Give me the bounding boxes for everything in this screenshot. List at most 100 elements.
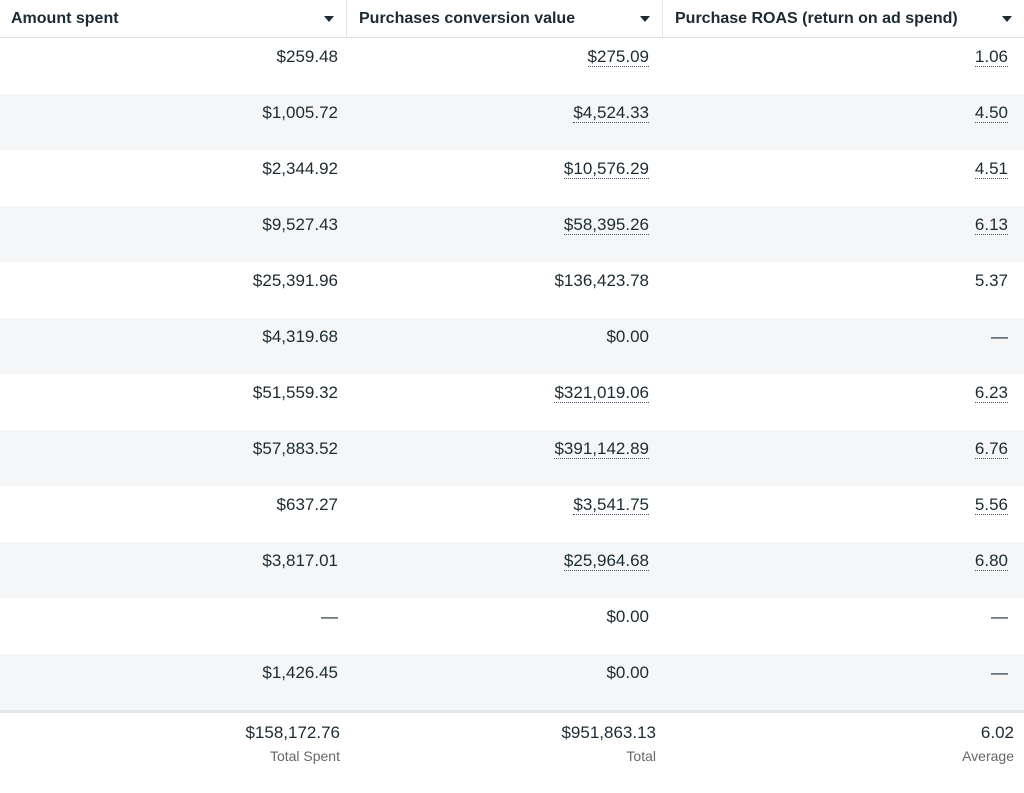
cell-amount-spent: $4,319.68 <box>0 318 347 374</box>
cell-amount-spent: $1,005.72 <box>0 94 347 150</box>
table-footer-summary: $158,172.76 Total Spent $951,863.13 Tota… <box>0 710 1024 793</box>
cell-conversion-value-text: $136,423.78 <box>554 271 649 290</box>
cell-roas-text: — <box>991 663 1008 682</box>
cell-roas: 4.50 <box>663 94 1024 150</box>
cell-roas-text[interactable]: 4.50 <box>974 103 1008 123</box>
column-header-label: Purchase ROAS (return on ad spend) <box>675 9 958 27</box>
summary-conversion-value: $951,863.13 Total <box>347 713 663 793</box>
cell-amount-spent-text: $637.27 <box>276 495 338 514</box>
cell-conversion-value-text: $0.00 <box>606 327 649 346</box>
cell-amount-spent-text: $25,391.96 <box>252 271 338 290</box>
column-header-label: Amount spent <box>11 9 119 27</box>
cell-roas: 6.80 <box>663 542 1024 598</box>
cell-conversion-value-text[interactable]: $3,541.75 <box>573 495 649 515</box>
cell-amount-spent: — <box>0 598 347 654</box>
cell-amount-spent-text: $57,883.52 <box>252 439 338 458</box>
cell-roas: 6.13 <box>663 206 1024 262</box>
cell-conversion-value: $0.00 <box>347 598 663 654</box>
cell-conversion-value: $321,019.06 <box>347 374 663 430</box>
cell-roas-text: — <box>991 607 1008 626</box>
cell-amount-spent: $2,344.92 <box>0 150 347 206</box>
cell-conversion-value: $58,395.26 <box>347 206 663 262</box>
cell-amount-spent-text: $9,527.43 <box>262 215 338 234</box>
cell-conversion-value: $0.00 <box>347 318 663 374</box>
table-row: $1,426.45 $0.00 — <box>0 654 1024 710</box>
cell-conversion-value-text[interactable]: $10,576.29 <box>563 159 649 179</box>
cell-amount-spent-text: $4,319.68 <box>262 327 338 346</box>
cell-conversion-value-text: $0.00 <box>606 663 649 682</box>
cell-roas: 1.06 <box>663 38 1024 94</box>
cell-roas-text[interactable]: 1.06 <box>974 47 1008 67</box>
cell-conversion-value-text[interactable]: $25,964.68 <box>563 551 649 571</box>
cell-conversion-value: $275.09 <box>347 38 663 94</box>
cell-roas-text[interactable]: 6.80 <box>974 551 1008 571</box>
caret-down-icon[interactable] <box>1002 15 1012 22</box>
cell-amount-spent: $637.27 <box>0 486 347 542</box>
cell-roas: — <box>663 598 1024 654</box>
cell-amount-spent-text: — <box>321 607 338 626</box>
cell-amount-spent: $259.48 <box>0 38 347 94</box>
summary-value: $951,863.13 <box>561 723 656 742</box>
cell-roas: 6.76 <box>663 430 1024 486</box>
cell-roas: — <box>663 318 1024 374</box>
cell-roas-text[interactable]: 6.13 <box>974 215 1008 235</box>
cell-amount-spent-text: $2,344.92 <box>262 159 338 178</box>
summary-value: 6.02 <box>980 723 1014 742</box>
summary-label: Total Spent <box>269 748 340 764</box>
cell-conversion-value-text[interactable]: $391,142.89 <box>554 439 649 459</box>
table-body: $259.48 $275.09 1.06 $1,005.72 $4,524.33 4.50… <box>0 38 1024 710</box>
column-header-purchases-conversion-value[interactable]: Purchases conversion value <box>347 0 663 37</box>
cell-conversion-value: $3,541.75 <box>347 486 663 542</box>
cell-amount-spent-text: $1,426.45 <box>262 663 338 682</box>
cell-conversion-value-text[interactable]: $58,395.26 <box>563 215 649 235</box>
summary-value: $158,172.76 <box>245 723 340 742</box>
cell-amount-spent: $57,883.52 <box>0 430 347 486</box>
table-row: $3,817.01 $25,964.68 6.80 <box>0 542 1024 598</box>
cell-amount-spent-text: $3,817.01 <box>262 551 338 570</box>
table-row: $4,319.68 $0.00 — <box>0 318 1024 374</box>
cell-conversion-value-text[interactable]: $321,019.06 <box>554 383 649 403</box>
table-row: — $0.00 — <box>0 598 1024 654</box>
cell-roas: 6.23 <box>663 374 1024 430</box>
table-row: $2,344.92 $10,576.29 4.51 <box>0 150 1024 206</box>
table-row: $57,883.52 $391,142.89 6.76 <box>0 430 1024 486</box>
cell-roas: 4.51 <box>663 150 1024 206</box>
cell-conversion-value-text: $0.00 <box>606 607 649 626</box>
cell-roas: 5.37 <box>663 262 1024 318</box>
cell-amount-spent: $51,559.32 <box>0 374 347 430</box>
column-header-label: Purchases conversion value <box>359 9 576 27</box>
cell-roas: 5.56 <box>663 486 1024 542</box>
cell-roas-text[interactable]: 6.23 <box>974 383 1008 403</box>
summary-roas: 6.02 Average <box>663 713 1024 793</box>
caret-down-icon[interactable] <box>324 15 334 22</box>
cell-roas-text: — <box>991 327 1008 346</box>
summary-label: Average <box>962 748 1014 764</box>
table-row: $25,391.96 $136,423.78 5.37 <box>0 262 1024 318</box>
cell-amount-spent-text: $259.48 <box>276 47 338 66</box>
cell-roas: — <box>663 654 1024 710</box>
summary-label: Total <box>626 748 656 764</box>
cell-amount-spent-text: $51,559.32 <box>252 383 338 402</box>
cell-conversion-value: $0.00 <box>347 654 663 710</box>
cell-conversion-value: $391,142.89 <box>347 430 663 486</box>
cell-amount-spent: $3,817.01 <box>0 542 347 598</box>
cell-roas-text[interactable]: 4.51 <box>974 159 1008 179</box>
table-row: $637.27 $3,541.75 5.56 <box>0 486 1024 542</box>
cell-conversion-value: $136,423.78 <box>347 262 663 318</box>
cell-amount-spent: $25,391.96 <box>0 262 347 318</box>
cell-roas-text[interactable]: 6.76 <box>974 439 1008 459</box>
cell-roas-text[interactable]: 5.56 <box>974 495 1008 515</box>
cell-conversion-value: $4,524.33 <box>347 94 663 150</box>
table-row: $9,527.43 $58,395.26 6.13 <box>0 206 1024 262</box>
column-header-purchase-roas[interactable]: Purchase ROAS (return on ad spend) <box>663 0 1024 37</box>
cell-amount-spent: $9,527.43 <box>0 206 347 262</box>
cell-amount-spent-text: $1,005.72 <box>262 103 338 122</box>
cell-conversion-value: $10,576.29 <box>347 150 663 206</box>
cell-amount-spent: $1,426.45 <box>0 654 347 710</box>
table-row: $51,559.32 $321,019.06 6.23 <box>0 374 1024 430</box>
cell-conversion-value-text[interactable]: $4,524.33 <box>573 103 649 123</box>
caret-down-icon[interactable] <box>640 15 650 22</box>
cell-conversion-value-text[interactable]: $275.09 <box>587 47 649 67</box>
column-header-amount-spent[interactable]: Amount spent <box>0 0 347 37</box>
